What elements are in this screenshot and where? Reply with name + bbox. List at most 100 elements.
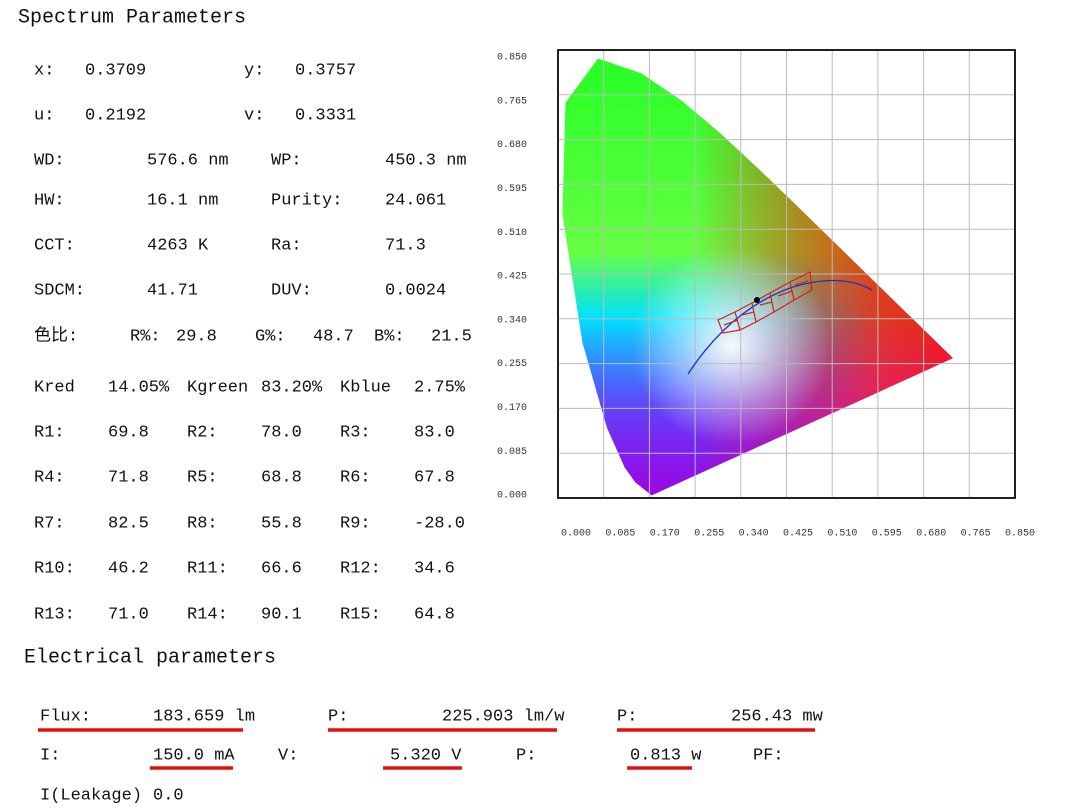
x-tick-label: 0.680 [916, 529, 946, 540]
param-text: R13: [34, 605, 75, 624]
param-text: B%: [374, 327, 405, 346]
y-tick-label: 0.000 [497, 491, 527, 502]
x-tick-label: 0.340 [739, 529, 769, 540]
param-text: R4: [34, 468, 65, 487]
param-text: 82.5 [108, 514, 149, 533]
x-tick-label: 0.425 [783, 529, 813, 540]
param-text: 68.8 [261, 468, 302, 487]
param-text: 71.0 [108, 605, 149, 624]
param-text: R8: [187, 514, 218, 533]
param-text: 0.813 w [630, 746, 702, 765]
section-title: Electrical parameters [24, 646, 276, 669]
param-text: 83.20% [261, 378, 323, 397]
param-text: 29.8 [176, 327, 217, 346]
section-title: Spectrum Parameters [18, 6, 246, 29]
param-text: R1: [34, 423, 65, 442]
param-text: 48.7 [313, 327, 354, 346]
param-text: Kred [34, 378, 75, 397]
param-text: 225.903 lm/w [442, 707, 565, 726]
param-text: R12: [340, 559, 381, 578]
param-text: 21.5 [431, 327, 472, 346]
param-text: 14.05% [108, 378, 170, 397]
param-text: P: [328, 707, 348, 726]
param-text: PF: [753, 746, 784, 765]
x-tick-label: 0.255 [694, 529, 724, 540]
param-text: 55.8 [261, 514, 302, 533]
param-text: V: [278, 746, 298, 765]
param-text: y: [244, 61, 264, 80]
param-text: R3: [340, 423, 371, 442]
param-text: Kblue [340, 378, 391, 397]
y-tick-label: 0.850 [497, 53, 527, 64]
param-text: 83.0 [414, 423, 455, 442]
y-tick-label: 0.680 [497, 140, 527, 151]
param-text: 0.0 [153, 786, 184, 805]
x-tick-label: 0.595 [872, 529, 902, 540]
param-text: P: [516, 746, 536, 765]
param-text: u: [34, 106, 54, 125]
param-text: 34.6 [414, 559, 455, 578]
param-text: 0.0024 [385, 281, 446, 300]
param-text: 0.3709 [85, 61, 146, 80]
param-text: 90.1 [261, 605, 302, 624]
param-text: R6: [340, 468, 371, 487]
param-text: Purity: [271, 191, 342, 210]
x-tick-label: 0.000 [561, 529, 591, 540]
param-text: 66.6 [261, 559, 302, 578]
param-text: x: [34, 61, 54, 80]
param-text: 色比: [34, 325, 78, 346]
param-text: 24.061 [385, 191, 446, 210]
x-tick-label: 0.510 [827, 529, 857, 540]
y-tick-label: 0.170 [497, 403, 527, 414]
y-tick-label: 0.255 [497, 359, 527, 370]
param-text: R9: [340, 514, 371, 533]
param-text: R5: [187, 468, 218, 487]
param-text: DUV: [271, 281, 312, 300]
param-text: Ra: [271, 236, 302, 255]
y-tick-label: 0.425 [497, 272, 527, 283]
param-text: 183.659 lm [153, 707, 255, 726]
param-text: 0.2192 [85, 106, 146, 125]
x-tick-label: 0.850 [1005, 529, 1035, 540]
param-text: 78.0 [261, 423, 302, 442]
param-text: 0.3757 [295, 61, 356, 80]
param-text: R%: [130, 327, 161, 346]
x-tick-label: 0.765 [961, 529, 991, 540]
param-text: I: [40, 746, 60, 765]
param-text: WP: [271, 151, 302, 170]
y-tick-label: 0.085 [497, 447, 527, 458]
param-text: v: [244, 106, 264, 125]
param-text: I(Leakage) [40, 786, 142, 805]
x-tick-label: 0.170 [650, 529, 680, 540]
param-text: 2.75% [414, 378, 466, 397]
y-tick-label: 0.340 [497, 315, 527, 326]
y-tick-label: 0.765 [497, 96, 527, 107]
param-text: WD: [34, 151, 65, 170]
planckian-locus [687, 279, 873, 375]
bins [717, 271, 813, 334]
param-text: R10: [34, 559, 75, 578]
param-text: 69.8 [108, 423, 149, 442]
param-text: 71.3 [385, 236, 426, 255]
param-text: 576.6 nm [147, 151, 229, 170]
param-text: R15: [340, 605, 381, 624]
param-text: 71.8 [108, 468, 149, 487]
y-tick-label: 0.510 [497, 228, 527, 239]
param-text: 0.3331 [295, 106, 356, 125]
param-text: R14: [187, 605, 228, 624]
param-text: -28.0 [414, 514, 465, 533]
param-text: 64.8 [414, 605, 455, 624]
param-text: 4263 K [147, 236, 209, 255]
param-text: SDCM: [34, 281, 85, 300]
param-text: Kgreen [187, 378, 248, 397]
param-text: CCT: [34, 236, 75, 255]
x-tick-label: 0.085 [605, 529, 635, 540]
color-point [754, 297, 760, 303]
param-text: G%: [255, 327, 286, 346]
param-text: 67.8 [414, 468, 455, 487]
param-text: 450.3 nm [385, 151, 467, 170]
param-text: 41.71 [147, 281, 198, 300]
param-text: Flux: [40, 707, 91, 726]
cie-diagram [557, 49, 1016, 499]
